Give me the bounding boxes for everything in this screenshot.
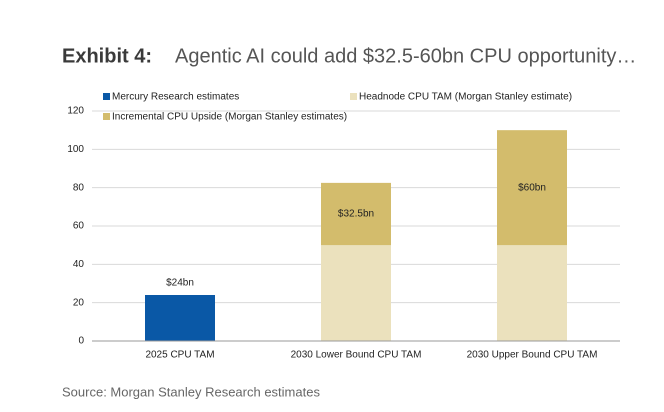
legend-label: Mercury Research estimates — [112, 92, 239, 103]
y-tick-label: 120 — [67, 106, 84, 117]
legend-swatch — [103, 113, 110, 120]
y-tick-label: 80 — [73, 182, 85, 193]
y-tick-label: 60 — [73, 221, 85, 232]
bar-segment — [321, 182, 391, 246]
bar-segment — [145, 295, 215, 341]
legend-label: Headnode CPU TAM (Morgan Stanley estimat… — [359, 92, 572, 103]
legend-swatch — [103, 93, 110, 100]
bar-segment — [497, 245, 567, 341]
x-tick-label: 2025 CPU TAM — [145, 350, 214, 361]
legend-label: Incremental CPU Upside (Morgan Stanley e… — [112, 112, 347, 123]
x-tick-label: 2030 Upper Bound CPU TAM — [467, 350, 598, 361]
bar-segment — [321, 245, 391, 341]
data-label: $24bn — [166, 278, 194, 289]
y-tick-label: 0 — [78, 336, 84, 347]
exhibit-label: Exhibit 4: — [62, 45, 152, 67]
data-label: $60bn — [518, 182, 546, 193]
y-tick-label: 40 — [73, 259, 85, 270]
chart-title: Agentic AI could add $32.5-60bn CPU oppo… — [175, 45, 636, 67]
bar-segment — [497, 130, 567, 246]
y-tick-label: 100 — [67, 144, 84, 155]
data-label: $32.5bn — [338, 209, 374, 220]
source-note: Source: Morgan Stanley Research estimate… — [62, 384, 320, 399]
y-tick-label: 20 — [73, 297, 85, 308]
x-tick-label: 2030 Lower Bound CPU TAM — [291, 350, 422, 361]
legend-swatch — [350, 93, 357, 100]
